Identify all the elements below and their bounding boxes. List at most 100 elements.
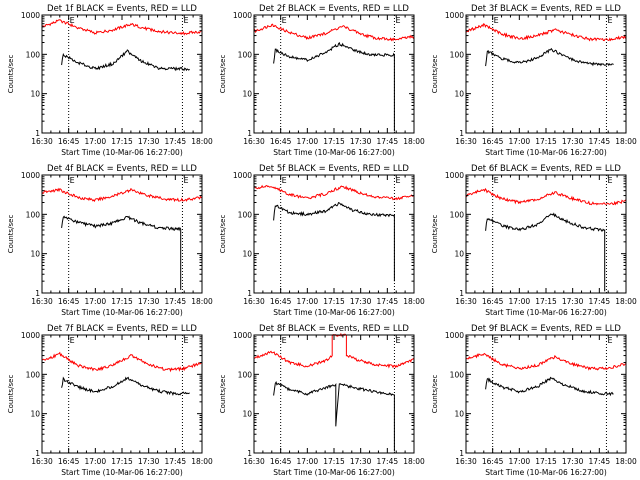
x-tick-label: 17:00 [509,457,531,466]
chart-panel: Det 2f BLACK = Events, RED = LLD Counts/s… [219,4,425,157]
y-tick-label: 1000 [445,331,464,340]
x-tick-label: 18:00 [403,457,425,466]
y-tick-label: 1000 [233,171,252,180]
x-tick-label: 17:00 [509,137,531,146]
x-tick-label: 18:00 [615,457,637,466]
y-axis-label: Counts/sec [7,375,15,414]
x-tick-label: 17:15 [323,457,345,466]
y-tick-label: 10 [30,250,40,259]
x-axis-label: Start Time (10-Mar-06 16:27:00) [273,148,395,157]
event-marker-label: E [282,336,287,345]
x-tick-label: 17:45 [165,297,187,306]
x-tick-label: 16:45 [270,137,292,146]
y-tick-label: 1000 [445,11,464,20]
x-tick-label: 17:15 [535,137,557,146]
y-tick-label: 100 [450,50,465,59]
lld-series-line [465,352,627,371]
event-marker-label: E [607,176,612,185]
y-tick-label: 1 [35,129,40,138]
y-axis-label: Counts/sec [219,55,227,94]
x-tick-label: 17:15 [535,297,557,306]
x-tick-label: 17:45 [589,297,611,306]
x-tick-label: 17:00 [85,457,107,466]
y-axis-label: Counts/sec [219,375,227,414]
y-tick-label: 100 [26,370,41,379]
x-tick-label: 18:00 [191,297,213,306]
event-marker-label: E [494,176,499,185]
x-tick-label: 17:00 [297,137,319,146]
lld-series-line [253,184,415,201]
event-marker-label: E [607,336,612,345]
events-series-line [61,215,182,290]
x-axis-label: Start Time (10-Mar-06 16:27:00) [61,468,183,477]
x-tick-label: 16:30 [31,137,53,146]
x-axis-label: Start Time (10-Mar-06 16:27:00) [273,468,395,477]
chart-panel: Det 5f BLACK = Events, RED = LLD Counts/s… [219,164,425,317]
chart-title: Det 2f BLACK = Events, RED = LLD [259,4,409,14]
x-tick-label: 17:15 [111,137,133,146]
x-tick-label: 16:45 [58,457,80,466]
y-tick-label: 100 [26,210,41,219]
y-tick-label: 1 [459,289,464,298]
x-tick-label: 18:00 [191,137,213,146]
y-tick-label: 1 [35,449,40,458]
y-tick-label: 1 [247,449,252,458]
y-tick-label: 10 [242,90,252,99]
x-axis-label: Start Time (10-Mar-06 16:27:00) [485,148,607,157]
x-tick-label: 17:00 [297,457,319,466]
x-tick-label: 17:45 [377,137,399,146]
event-marker-label: E [395,176,400,185]
x-axis-label: Start Time (10-Mar-06 16:27:00) [485,468,607,477]
y-tick-label: 100 [238,370,253,379]
x-tick-label: 17:30 [138,297,160,306]
x-tick-label: 18:00 [615,297,637,306]
x-tick-label: 16:45 [58,297,80,306]
events-series-line [485,376,614,397]
y-tick-label: 100 [26,50,41,59]
x-tick-label: 17:00 [85,297,107,306]
event-marker-label: E [395,336,400,345]
event-marker-label: E [70,336,75,345]
x-tick-label: 17:30 [562,457,584,466]
x-tick-label: 17:30 [350,297,372,306]
event-marker-label: E [282,176,287,185]
chart-title: Det 3f BLACK = Events, RED = LLD [471,4,621,14]
x-tick-label: 16:30 [31,297,53,306]
x-tick-label: 16:30 [243,137,265,146]
plot-frame [465,14,627,134]
x-tick-label: 16:45 [270,297,292,306]
y-tick-label: 1 [247,289,252,298]
events-series-line [485,212,606,292]
x-tick-label: 17:45 [589,137,611,146]
event-marker-label: E [183,16,188,25]
chart-title: Det 8f BLACK = Events, RED = LLD [259,324,409,334]
lld-series-line [465,22,627,42]
event-marker-label: E [282,16,287,25]
x-tick-label: 17:45 [377,457,399,466]
event-marker-label: E [494,336,499,345]
lld-series-line [465,187,627,206]
x-tick-label: 16:30 [243,297,265,306]
chart-panel: Det 4f BLACK = Events, RED = LLD Counts/s… [7,164,213,317]
x-tick-label: 17:15 [323,297,345,306]
y-tick-label: 10 [454,250,464,259]
plot-frame [41,14,203,134]
x-tick-label: 17:45 [377,297,399,306]
y-tick-label: 10 [242,250,252,259]
y-axis-label: Counts/sec [7,215,15,254]
x-tick-label: 18:00 [403,137,425,146]
x-tick-label: 16:45 [482,137,504,146]
x-tick-label: 17:15 [535,457,557,466]
x-tick-label: 17:30 [138,137,160,146]
y-tick-label: 100 [238,50,253,59]
x-tick-label: 17:15 [323,137,345,146]
y-tick-label: 100 [450,210,465,219]
y-tick-label: 10 [242,410,252,419]
lld-series-line [41,19,203,36]
y-axis-label: Counts/sec [431,375,439,414]
y-axis-label: Counts/sec [219,215,227,254]
x-axis-label: Start Time (10-Mar-06 16:27:00) [61,148,183,157]
y-tick-label: 10 [454,410,464,419]
x-tick-label: 16:45 [270,457,292,466]
y-axis-label: Counts/sec [431,55,439,94]
